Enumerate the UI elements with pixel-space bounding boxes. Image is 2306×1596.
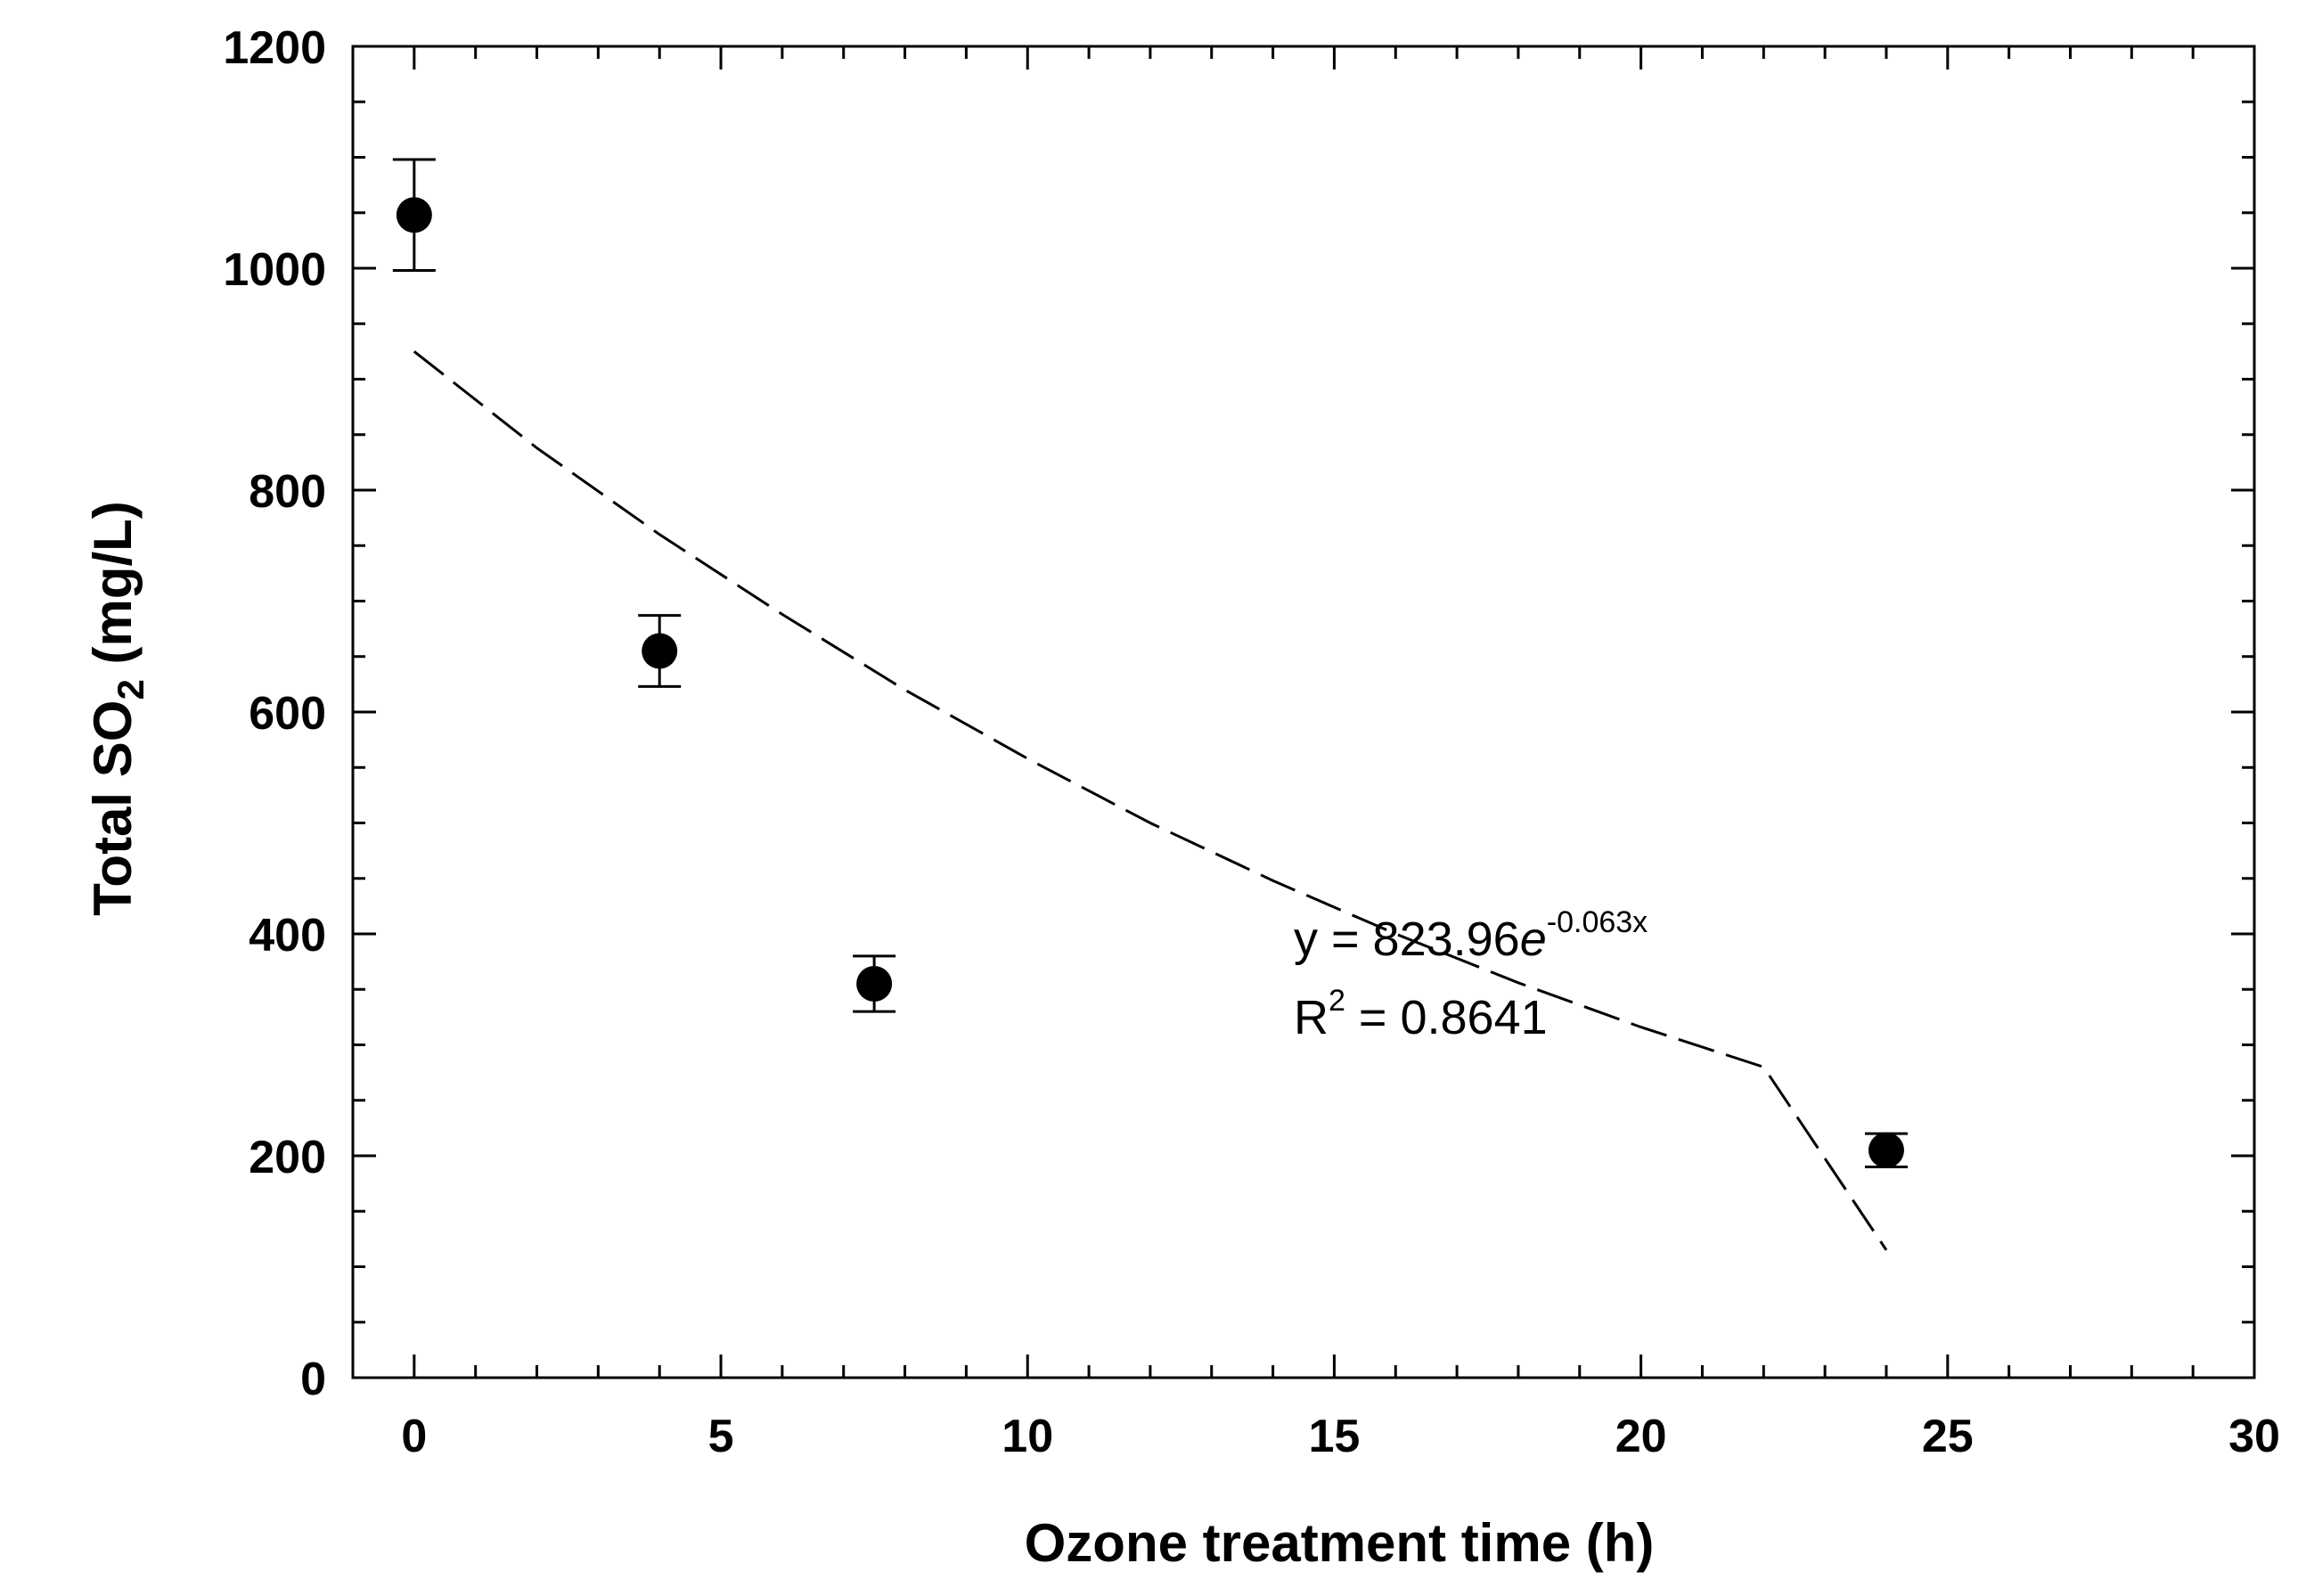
x-tick-label: 20 [1615, 1411, 1667, 1462]
r-squared-value: = 0.8641 [1345, 991, 1548, 1044]
data-point [396, 197, 432, 233]
y-tick-label: 1200 [223, 22, 326, 74]
r-squared-superscript: 2 [1329, 984, 1345, 1018]
data-point [856, 966, 893, 1003]
x-tick-label: 10 [1002, 1411, 1053, 1462]
y-axis-title-subscript: 2 [110, 679, 151, 700]
y-tick-label: 200 [249, 1132, 326, 1183]
x-tick-labels: 0 5 10 15 20 25 30 [401, 1411, 2280, 1462]
fit-curve [413, 350, 1888, 1251]
fit-equation: y = 823.96e-0.063x [1294, 905, 1648, 966]
plot-frame [351, 45, 2256, 1379]
r-squared: R2 = 0.8641 [1294, 984, 1548, 1044]
error-bars [392, 158, 1908, 1168]
y-tick-label: 0 [300, 1354, 326, 1405]
x-axis-title: Ozone treatment time (h) [1025, 1513, 1655, 1573]
y-tick-label: 1000 [223, 244, 326, 296]
minor-ticks [353, 46, 2254, 1378]
data-point [1868, 1132, 1904, 1168]
y-axis-title-suffix: (mg/L) [83, 501, 143, 679]
r-squared-prefix: R [1294, 991, 1329, 1044]
x-tick-label: 15 [1308, 1411, 1360, 1462]
fit-equation-prefix: y = 823.96 [1294, 913, 1520, 966]
y-tick-label: 600 [249, 688, 326, 740]
data-points [396, 197, 1904, 1168]
y-tick-label: 400 [249, 910, 326, 962]
x-tick-label: 30 [2228, 1411, 2280, 1462]
y-tick-label: 800 [249, 466, 326, 518]
x-tick-label: 5 [708, 1411, 734, 1462]
x-tick-label: 25 [1922, 1411, 1974, 1462]
x-tick-label: 0 [401, 1411, 427, 1462]
fit-equation-exponent: -0.063x [1547, 905, 1648, 939]
y-axis-title-prefix: Total SO [83, 700, 143, 916]
fit-equation-e: e [1520, 913, 1547, 966]
y-tick-labels: 0 200 400 600 800 1000 1200 [223, 22, 326, 1405]
major-ticks [353, 45, 2256, 1379]
y-axis-title: Total SO2 (mg/L) [83, 501, 151, 916]
data-point [642, 633, 678, 669]
